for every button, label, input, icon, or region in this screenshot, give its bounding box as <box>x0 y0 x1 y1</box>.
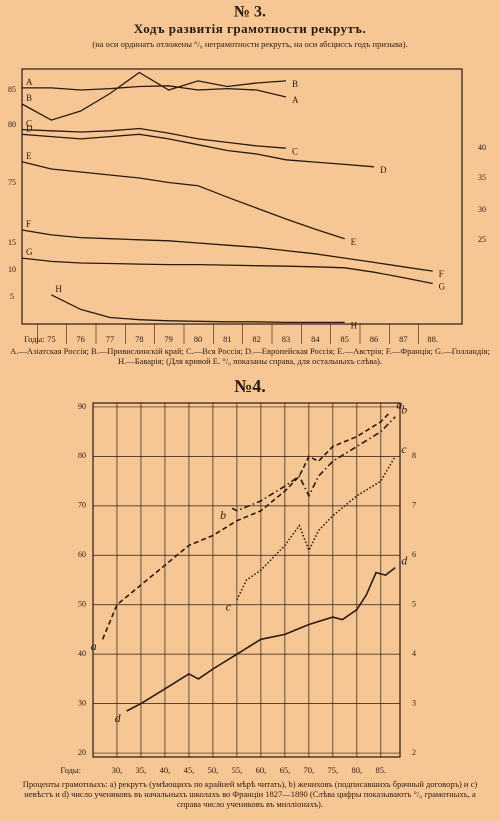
x-tick-label: 75 <box>47 334 56 344</box>
x-tick-label: 86 <box>370 334 379 344</box>
data-line <box>51 294 345 324</box>
series-label: d <box>115 711 122 725</box>
y2-tick-label: 5 <box>412 600 416 609</box>
x-tick-label: 88. <box>427 334 438 344</box>
series-label: c <box>226 600 232 614</box>
y-tick-label: 70 <box>78 501 86 510</box>
series-label: E <box>351 237 357 247</box>
x-tick-label: 70, <box>304 765 315 775</box>
x-tick-label: 81 <box>223 334 232 344</box>
y-tick-label: 50 <box>78 600 86 609</box>
y2-tick-label: 2 <box>412 748 416 757</box>
y-tick-label: 20 <box>78 748 86 757</box>
y2-tick-label: 8 <box>412 451 416 460</box>
x-tick-label: 35, <box>136 765 147 775</box>
x-tick-label: 84 <box>311 334 320 344</box>
y-tick-label: 90 <box>78 402 86 411</box>
data-line <box>126 566 396 712</box>
plot-frame <box>92 402 401 758</box>
x-tick-label: 30, <box>112 765 123 775</box>
chart-caption: Проценты грамотныхъ: a) рекрутъ (умѣющих… <box>22 779 478 809</box>
series-label: E <box>26 151 32 161</box>
x-tick-label: 87 <box>399 334 408 344</box>
series-label: a <box>396 398 402 412</box>
data-line <box>101 411 391 640</box>
x-axis-label: Годы: <box>60 765 81 775</box>
plot-frame <box>21 68 463 325</box>
y-tick-label: 5 <box>10 292 14 301</box>
x-tick-label: 82 <box>252 334 261 344</box>
data-line <box>231 416 396 512</box>
series-label: A <box>26 77 33 87</box>
series-label: D <box>380 165 387 175</box>
x-tick-label: 83 <box>282 334 291 344</box>
series-label: C <box>26 119 32 129</box>
chart-subtitle: Ходъ развитія грамотности рекрутъ. <box>134 21 366 36</box>
y-tick-label: 85 <box>8 85 16 94</box>
x-tick-label: 80, <box>352 765 363 775</box>
y-tick-label: 75 <box>8 178 16 187</box>
series-label: d <box>401 553 408 567</box>
series-label: G <box>439 282 446 292</box>
x-tick-label: 55, <box>232 765 243 775</box>
y-tick-label: 60 <box>78 550 86 559</box>
data-line <box>21 229 433 272</box>
y2-tick-label: 6 <box>412 550 416 559</box>
x-tick-label: 60, <box>256 765 267 775</box>
y2-tick-label: 4 <box>412 649 416 658</box>
y2-tick-label: 30 <box>478 205 486 214</box>
x-tick-label: 45, <box>184 765 195 775</box>
data-line <box>21 71 287 121</box>
y-tick-label: 80 <box>78 451 86 460</box>
y-tick-label: 10 <box>8 265 16 274</box>
series-label: b <box>220 508 226 522</box>
series-label: a <box>91 639 97 653</box>
chart-caption: A.—Азіатская Россія; B.—Привислинскій кр… <box>10 346 490 366</box>
data-line <box>21 161 345 240</box>
series-label: c <box>401 442 407 456</box>
x-tick-label: 78 <box>135 334 144 344</box>
series-label: G <box>26 247 33 257</box>
x-tick-label: 79 <box>164 334 173 344</box>
x-tick-label: 85 <box>340 334 349 344</box>
x-tick-label: 77 <box>106 334 115 344</box>
series-label: C <box>292 146 298 156</box>
y-tick-label: 30 <box>78 698 86 707</box>
series-label: H <box>55 284 62 294</box>
x-tick-label: 76 <box>76 334 85 344</box>
data-line <box>236 455 396 601</box>
data-line <box>21 127 287 149</box>
x-tick-label: 80 <box>194 334 203 344</box>
x-tick-label: 75, <box>328 765 339 775</box>
chart-note: (на оси ординатъ отложены °/₀ неграмотно… <box>92 39 407 49</box>
data-line <box>21 257 433 285</box>
x-tick-label: 40, <box>160 765 171 775</box>
y2-tick-label: 7 <box>412 501 416 510</box>
series-label: B <box>292 79 298 89</box>
chart-title: №4. <box>234 376 266 396</box>
y-tick-label: 80 <box>8 120 16 129</box>
x-tick-label: 65, <box>280 765 291 775</box>
y2-tick-label: 40 <box>478 143 486 152</box>
series-label: F <box>26 219 31 229</box>
y2-tick-label: 35 <box>478 173 486 182</box>
y2-tick-label: 25 <box>478 235 486 244</box>
series-label: F <box>439 269 444 279</box>
series-label: B <box>26 93 32 103</box>
data-line <box>22 85 287 98</box>
y-tick-label: 15 <box>8 238 16 247</box>
x-tick-label: 85. <box>376 765 387 775</box>
y-tick-label: 40 <box>78 649 86 658</box>
x-axis-label: Годы: <box>24 334 45 344</box>
data-line <box>21 133 375 168</box>
series-label: D <box>26 123 33 133</box>
series-label: H <box>351 320 358 330</box>
series-label: b <box>401 403 407 417</box>
chart-title: № 3. <box>234 4 266 21</box>
x-tick-label: 50, <box>208 765 219 775</box>
series-label: A <box>292 95 299 105</box>
y2-tick-label: 3 <box>412 698 416 707</box>
